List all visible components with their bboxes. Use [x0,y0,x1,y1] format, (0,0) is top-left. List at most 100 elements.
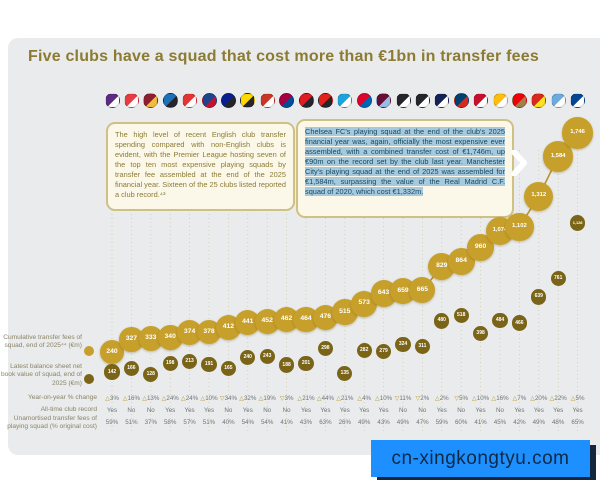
yoy-change-value: △5% [570,395,585,402]
cumulative-bubble: 1,312 [524,181,554,211]
yoy-change-value: △22% [549,395,567,402]
net-book-bubble: 1,128 [570,215,586,231]
unamortised-value: 37% [144,419,157,426]
net-book-bubble: 279 [376,343,392,359]
row-label-unamortised: Unamortised transfer fees of playing squ… [7,415,97,431]
yoy-change-value: △24% [161,395,179,402]
unamortised-value: 41% [280,419,293,426]
right-annotation-box: Chelsea FC's playing squad at the end of… [296,119,514,218]
club-record-value: Yes [184,407,195,414]
legend-dot-net-book [84,374,94,384]
net-book-bubble: 188 [279,357,295,373]
club-crest-icon [104,93,120,108]
club-crest-icon [531,93,547,108]
net-book-bubble: 480 [434,313,450,329]
unamortised-value: 43% [377,419,390,426]
club-crest-icon [259,93,275,108]
row-label-yoy: Year-on-year % change [27,394,97,401]
club-record-value: No [224,407,233,414]
club-crest-icon [434,93,450,108]
yoy-change-value: △20% [530,395,548,402]
club-crest-icon [570,93,586,108]
unamortised-value: 65% [571,419,584,426]
left-annotation-text: The high level of recent English club tr… [115,130,286,199]
club-crest-icon [337,93,353,108]
unamortised-value: 45% [493,419,507,426]
club-record-value: Yes [320,407,331,414]
net-book-bubble: 466 [511,315,527,331]
cumulative-bubble: 665 [409,277,436,304]
club-record-value: Yes [339,407,350,414]
club-record-value: Yes [359,407,370,414]
unamortised-value: 63% [319,419,332,426]
legend-dot-cumulative [84,346,94,356]
net-book-bubble: 243 [259,349,275,365]
legend-label-net-book: Latest balance sheet net book value of s… [0,363,82,387]
cumulative-bubble: 374 [177,320,202,345]
right-annotation-text-highlighted: Chelsea FC's playing squad at the end of… [305,127,505,196]
club-crest-icon [182,93,198,108]
club-crest-icon [298,93,314,108]
club-record-value: No [399,407,407,414]
row-label-record: All-time club record [40,406,97,413]
club-record-value: Yes [106,407,118,414]
club-record-value: Yes [514,407,525,414]
net-book-bubble: 298 [317,340,333,357]
club-crest-icon [376,93,392,108]
club-crest-icon [473,93,489,108]
unamortised-value: 49% [396,419,410,426]
cumulative-bubble: 1,746 [561,117,594,149]
unamortised-value: 51% [125,419,138,426]
club-crest-icon [279,93,295,108]
club-record-value: Yes [533,407,544,414]
net-book-bubble: 282 [356,343,372,359]
net-book-bubble: 135 [337,365,353,381]
club-crest-icon [511,93,527,108]
unamortised-value: 54% [260,419,274,426]
unamortised-value: 48% [551,419,565,426]
net-book-bubble: 142 [104,364,120,380]
yoy-change-value: △13% [142,395,160,402]
unamortised-value: 60% [454,419,468,426]
club-record-value: Yes [475,407,486,414]
club-crest-icon [240,93,256,108]
unamortised-value: 59% [435,419,448,426]
club-crest-icon [492,93,508,108]
unamortised-value: 49% [357,419,371,426]
unamortised-value: 40% [222,419,235,426]
net-book-bubble: 311 [414,338,430,355]
yoy-change-value: △24% [181,395,199,402]
unamortised-value: 59% [105,419,119,426]
net-book-bubble: 240 [240,349,256,365]
club-crest-icon [317,93,333,108]
left-annotation-box: The high level of recent English club tr… [106,122,295,211]
club-crest-icon [453,93,469,108]
club-record-value: No [457,407,466,414]
net-book-bubble: 191 [201,357,217,373]
yoy-change-value: ▽5% [454,395,469,402]
net-book-bubble: 198 [162,355,178,372]
yoy-change-value: △10% [472,395,490,402]
club-crest-icon [143,93,159,108]
page-title: Five clubs have a squad that cost more t… [28,48,539,65]
net-book-bubble: 761 [550,270,566,287]
yoy-change-value: △16% [122,395,140,402]
club-record-value: No [282,407,291,414]
yoy-change-value: △10% [200,395,218,402]
unamortised-value: 49% [532,419,545,426]
next-arrow-icon[interactable] [511,149,528,181]
yoy-change-value: △2% [434,395,449,402]
club-record-value: No [127,407,136,414]
club-record-value: Yes [165,407,176,414]
club-record-value: Yes [203,407,215,414]
yoy-change-value: △4% [357,395,372,402]
yoy-change-value: △21% [336,395,354,402]
net-book-bubble: 518 [453,307,469,323]
legend-label-cumulative: Cumulative transfer fees of squad, end o… [3,334,82,350]
yoy-change-value: △10% [375,395,393,402]
net-book-bubble: 213 [182,353,198,369]
yoy-change-value: △21% [297,395,315,402]
watermark-link[interactable]: cn-xingkongtyu.com [371,440,590,477]
yoy-change-value: ▽2% [415,395,430,402]
yoy-change-value: △16% [491,395,509,402]
